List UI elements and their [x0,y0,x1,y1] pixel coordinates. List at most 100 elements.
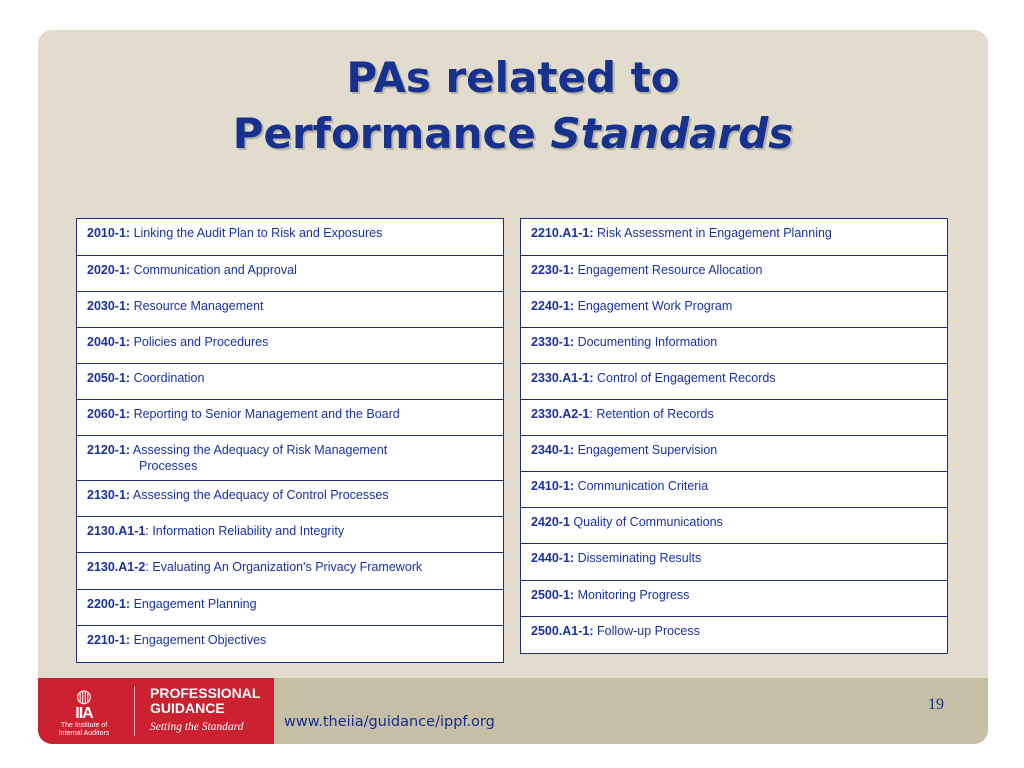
pa-code: 2230-1: [531,263,575,277]
pa-code: 2340-1: [531,443,575,457]
pa-title: Monitoring Progress [574,588,690,602]
table-row: 2030-1: Resource Management [76,291,504,328]
table-cell: 2130.A1-1: Information Reliability and I… [76,516,504,553]
pa-title: Coordination [130,371,205,385]
pa-code: 2040-1: [87,335,131,349]
table-row: 2130.A1-1: Information Reliability and I… [76,516,504,553]
table-row: 2420-1 Quality of Communications [520,507,948,544]
table-row: 2120-1: Assessing the Adequacy of Risk M… [76,435,504,481]
guidance-line2: GUIDANCE [150,700,225,716]
table-cell: 2240-1: Engagement Work Program [520,291,948,328]
pa-code: 2240-1: [531,299,575,313]
pa-title: Engagement Resource Allocation [574,263,763,277]
pa-title: Reporting to Senior Management and the B… [130,407,400,421]
table-row: 2500-1: Monitoring Progress [520,580,948,617]
table-cell: 2330.A2-1: Retention of Records [520,399,948,436]
pa-code: 2200-1: [87,597,131,611]
pa-code: 2130.A1-2 [87,560,146,574]
table-row: 2230-1: Engagement Resource Allocation [520,255,948,292]
iia-logo-abbrev: IIA [75,705,93,722]
pa-code: 2440-1: [531,551,575,565]
table-cell: 2410-1: Communication Criteria [520,471,948,508]
pa-title: : Retention of Records [589,407,714,421]
pa-title: : Evaluating An Organization's Privacy F… [145,560,423,574]
pa-code: 2030-1: [87,299,131,313]
professional-guidance-text: PROFESSIONAL GUIDANCE [150,686,260,716]
table-row: 2210-1: Engagement Objectives [76,625,504,663]
footer-url-link[interactable]: www.theiia/guidance/ippf.org [284,714,495,730]
table-cell: 2120-1: Assessing the Adequacy of Risk M… [76,435,504,481]
table-cell: 2340-1: Engagement Supervision [520,435,948,472]
title-line-2: Performance Standards [38,106,988,162]
pa-title: Policies and Procedures [130,335,269,349]
guidance-line1: PROFESSIONAL [150,685,261,701]
table-row: 2200-1: Engagement Planning [76,589,504,626]
pa-code: 2020-1: [87,263,131,277]
table-cell: 2060-1: Reporting to Senior Management a… [76,399,504,436]
table-row: 2340-1: Engagement Supervision [520,435,948,472]
left-pa-table: 2010-1: Linking the Audit Plan to Risk a… [76,218,504,663]
table-cell: 2030-1: Resource Management [76,291,504,328]
pa-title: Risk Assessment in Engagement Planning [593,226,832,240]
pa-title: : Information Reliability and Integrity [145,524,345,538]
pa-title: Follow-up Process [593,624,700,638]
table-cell: 2500.A1-1: Follow-up Process [520,616,948,654]
table-cell: 2230-1: Engagement Resource Allocation [520,255,948,292]
table-row: 2060-1: Reporting to Senior Management a… [76,399,504,436]
page-number: 19 [928,696,944,713]
pa-title: Disseminating Results [574,551,702,565]
table-cell: 2130-1: Assessing the Adequacy of Contro… [76,480,504,517]
table-row: 2130-1: Assessing the Adequacy of Contro… [76,480,504,517]
pa-code: 2130-1: [87,488,131,502]
table-cell: 2050-1: Coordination [76,363,504,400]
pa-title: Quality of Communications [569,515,723,529]
pa-code: 2330-1: [531,335,575,349]
tagline: Setting the Standard [150,721,244,733]
table-cell: 2020-1: Communication and Approval [76,255,504,292]
pa-title: Engagement Objectives [130,633,267,647]
title-line-2-plain: Performance [232,109,551,158]
logo-divider [134,686,135,736]
iia-logo-mark: ◍ IIA The Institute of Internal Auditors [52,686,116,737]
iia-logo-org-line1: The Institute of [60,722,108,729]
footer-bar: ◍ IIA The Institute of Internal Auditors… [38,678,988,744]
table-cell: 2330.A1-1: Control of Engagement Records [520,363,948,400]
pa-title: Engagement Work Program [574,299,733,313]
iia-professional-guidance-logo[interactable]: ◍ IIA The Institute of Internal Auditors… [38,678,274,744]
table-cell: 2200-1: Engagement Planning [76,589,504,626]
table-cell: 2420-1 Quality of Communications [520,507,948,544]
pa-code: 2130.A1-1 [87,524,146,538]
slide-title: PAs related to Performance Standards [38,50,988,162]
table-row: 2210.A1-1: Risk Assessment in Engagement… [520,218,948,256]
pa-code: 2210.A1-1: [531,226,594,240]
pa-code: 2500-1: [531,588,575,602]
table-row: 2330.A1-1: Control of Engagement Records [520,363,948,400]
title-line-2-italic: Standards [550,109,794,158]
table-row: 2330.A2-1: Retention of Records [520,399,948,436]
pa-code: 2010-1: [87,226,131,240]
pa-code: 2330.A2-1 [531,407,590,421]
pa-title: Engagement Planning [130,597,257,611]
table-row: 2020-1: Communication and Approval [76,255,504,292]
pa-title: Communication Criteria [574,479,709,493]
table-cell: 2500-1: Monitoring Progress [520,580,948,617]
table-cell: 2040-1: Policies and Procedures [76,327,504,364]
table-row: 2330-1: Documenting Information [520,327,948,364]
pa-code: 2410-1: [531,479,575,493]
table-row: 2050-1: Coordination [76,363,504,400]
globe-icon: ◍ [76,686,92,706]
table-row: 2130.A1-2: Evaluating An Organization's … [76,552,504,590]
pa-code: 2330.A1-1: [531,371,594,385]
table-cell: 2130.A1-2: Evaluating An Organization's … [76,552,504,590]
table-cell: 2010-1: Linking the Audit Plan to Risk a… [76,218,504,256]
table-row: 2500.A1-1: Follow-up Process [520,616,948,654]
table-row: 2440-1: Disseminating Results [520,543,948,581]
pa-title: Engagement Supervision [574,443,718,457]
table-cell: 2210.A1-1: Risk Assessment in Engagement… [520,218,948,256]
title-line-1: PAs related to [346,53,680,102]
pa-title: Linking the Audit Plan to Risk and Expos… [130,226,383,240]
iia-logo-org-line2: Internal Auditors [58,730,110,737]
pa-title: Communication and Approval [130,263,297,277]
pa-title: Assessing the Adequacy of Risk Managemen… [130,443,388,457]
pa-title: Documenting Information [574,335,718,349]
